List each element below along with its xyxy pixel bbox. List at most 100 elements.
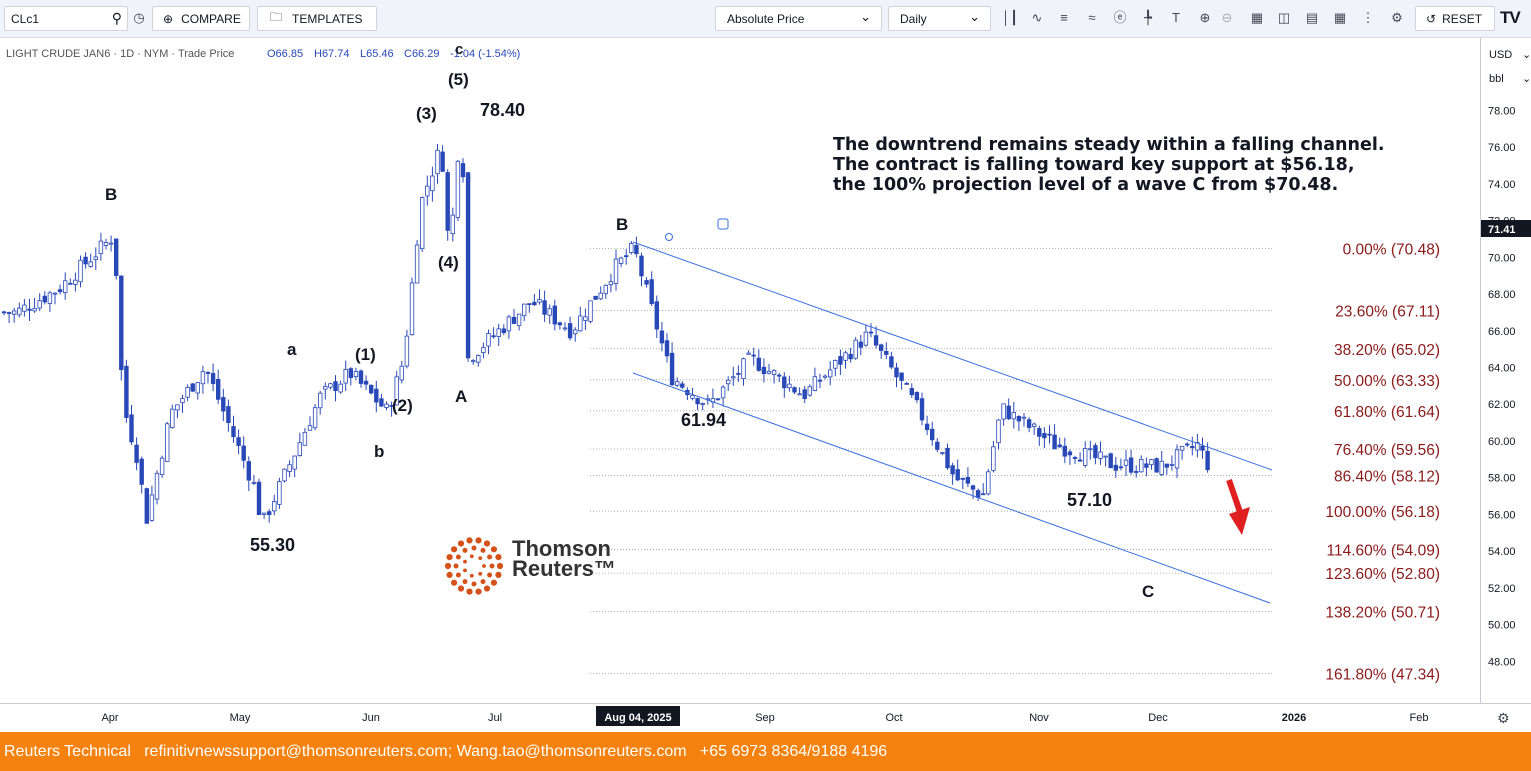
channel-handle[interactable] [717,218,729,230]
fib-label: 114.60% (54.09) [1327,542,1440,559]
candle [736,365,741,382]
candle [1016,415,1022,432]
zoom-out-icon[interactable]: ⊖ [1221,10,1233,25]
price-axis[interactable]: USD bbl ⌄ ⌄ 78.0076.0074.0072.0070.0068.… [1480,38,1531,703]
candle [547,304,552,324]
unit-label[interactable]: bbl [1489,73,1504,85]
candle [914,391,920,404]
price-type-value: Absolute Price [727,11,805,26]
chart-type-icon[interactable]: ∿ [1031,10,1043,25]
candle [608,273,614,293]
candle [1057,437,1062,448]
candles-icon[interactable]: │┃ [1002,10,1018,25]
reset-button[interactable]: ↺ RESET [1415,6,1495,31]
candle [256,478,262,516]
candle [445,169,450,241]
candle [292,455,297,478]
time-tick: Jul [488,712,502,724]
candle [756,349,761,372]
candle [715,398,721,401]
bars-icon[interactable]: ≡ [1060,10,1068,25]
wave-label-4: (4) [438,253,459,272]
currency-icon[interactable]: ⓔ [1113,10,1127,25]
chevron-down-icon[interactable]: ⌄ [1522,49,1531,61]
candle [144,487,149,524]
chart-area[interactable]: LIGHT CRUDE JAN6 · 1D · NYM · Trade Pric… [0,38,1480,703]
save-icon[interactable]: ▤ [1305,10,1319,25]
candle [180,394,185,413]
candle [924,415,930,436]
candle [812,367,818,392]
candle [6,311,12,324]
currency-label[interactable]: USD [1489,49,1512,61]
candle [1123,450,1129,476]
price-chart[interactable]: LIGHT CRUDE JAN6 · 1D · NYM · Trade Pric… [0,38,1480,703]
wave-label-B: B [105,185,117,204]
clock-icon[interactable]: ◷ [133,10,145,25]
candle [1149,458,1154,470]
candle [348,367,353,386]
candle [884,342,889,360]
candle [669,342,675,386]
candle [649,271,654,306]
candle [154,470,160,505]
candle [88,253,93,268]
price-type-select[interactable]: Absolute Price ⌄ [715,6,882,31]
candle [368,384,374,395]
candle [746,350,751,355]
candle [1205,442,1210,473]
text-tool-icon[interactable]: T [1172,10,1180,25]
candle [1026,417,1032,433]
time-tick: Aug 04, 2025 [604,712,671,724]
candle [1011,401,1016,429]
candle [792,386,797,395]
annotation-line-2: The contract is falling toward key suppo… [833,155,1355,175]
crosshair-date-badge [596,706,680,726]
compare-button[interactable]: ⊕ COMPARE [152,6,250,31]
price-tick: 68.00 [1488,289,1516,301]
candle [27,298,32,322]
channel-handle[interactable] [665,233,673,241]
candle [1159,450,1164,477]
candle [124,359,129,423]
candle [879,343,884,360]
settings-icon[interactable]: ⚙ [1391,10,1403,25]
channel-lower-line[interactable] [632,372,1271,604]
grid-icon[interactable]: ▦ [1250,10,1264,25]
candle [1128,449,1134,475]
candle [328,382,333,390]
time-axis[interactable]: Apr May Jun Jul Aug 04, 2025 Sep Oct Nov Dec 2026… [0,703,1531,732]
waves-icon[interactable]: ≈ [1088,10,1096,25]
more-vert-icon[interactable]: ⋮ [1361,10,1375,25]
fib-label: 76.40% (59.56) [1334,442,1440,459]
wave-label-C: C [1142,582,1154,601]
candle [654,295,659,339]
calendar-icon[interactable]: ▦ [1333,10,1347,25]
fib-label: 123.60% (52.80) [1325,566,1440,583]
symbol-search-input[interactable]: CLc1 ⚲ [4,6,128,31]
interval-select[interactable]: Daily ⌄ [888,6,991,31]
crosshair-icon[interactable]: ╄ [1144,10,1152,25]
search-icon[interactable]: ⚲ [111,10,122,26]
candle [889,351,894,369]
candle [777,372,782,383]
fib-label: 161.80% (47.34) [1325,666,1440,683]
channel-upper-line[interactable] [632,241,1273,471]
candle [516,313,522,331]
chevron-down-icon[interactable]: ⌄ [1522,73,1531,85]
candle [761,358,767,383]
candle [236,429,241,455]
candle [338,380,343,394]
chevron-down-icon: ⌄ [969,9,980,24]
zoom-in-icon[interactable]: ⊕ [1199,10,1211,25]
layout-icon[interactable]: ◫ [1277,10,1291,25]
settings-icon[interactable]: ⚙ [1497,711,1510,727]
candle [190,382,195,392]
templates-button[interactable]: 🗀 TEMPLATES [257,6,377,31]
candle [11,307,17,323]
candle [1169,455,1175,471]
plus-circle-icon: ⊕ [163,11,174,26]
candle [1062,437,1067,464]
candle [930,421,935,446]
price-tick: 60.00 [1488,436,1516,448]
